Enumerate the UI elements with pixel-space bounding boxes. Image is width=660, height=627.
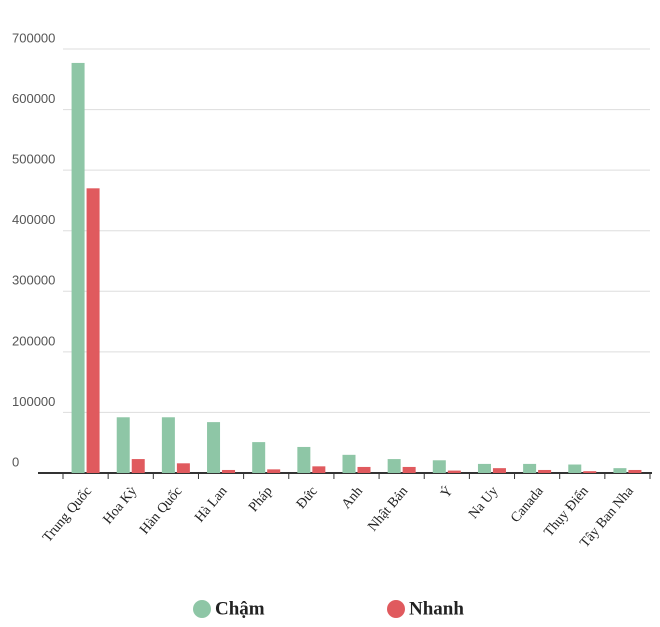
x-tick-label: Canada	[508, 483, 547, 525]
x-tick-label: Hàn Quốc	[137, 484, 185, 537]
y-tick-label: 300000	[12, 273, 55, 288]
x-tick-label: Đức	[294, 484, 321, 512]
x-tick-label: Trung Quốc	[40, 484, 95, 545]
x-tick-label: Thụy Điển	[542, 484, 592, 540]
y-tick-label: 200000	[12, 333, 55, 348]
bar	[583, 471, 597, 473]
x-tick-label: Na Uy	[466, 484, 501, 522]
bar	[297, 446, 311, 473]
bar	[86, 188, 100, 474]
x-tick-label: Anh	[339, 484, 366, 512]
x-tick-label: Ý	[437, 483, 457, 502]
bar	[492, 468, 506, 473]
bar	[357, 466, 371, 473]
bar	[387, 459, 401, 473]
legend-marker	[193, 600, 211, 618]
legend-label: Nhanh	[409, 598, 464, 619]
bar	[207, 422, 221, 473]
x-tick-label: Nhật Bản	[365, 484, 411, 534]
bar	[222, 469, 236, 473]
x-tick-label: Hoa Kỳ	[101, 484, 141, 527]
x-tick-label: Pháp	[246, 484, 275, 515]
y-tick-label: 600000	[12, 91, 55, 106]
bar	[267, 469, 281, 473]
y-tick-label: 700000	[12, 30, 55, 45]
legend-label: Chậm	[215, 598, 265, 619]
bar	[252, 442, 266, 473]
bar	[432, 460, 446, 473]
bar	[116, 417, 130, 473]
y-tick-label: 500000	[12, 152, 55, 167]
bar	[447, 470, 461, 473]
legend-marker	[387, 600, 405, 618]
bar	[628, 469, 642, 473]
bar	[477, 463, 491, 473]
bar	[402, 466, 416, 473]
bar	[538, 469, 552, 473]
y-tick-label: 400000	[12, 212, 55, 227]
bar	[523, 463, 537, 473]
y-tick-label: 100000	[12, 394, 55, 409]
y-tick-label: 0	[12, 454, 19, 469]
x-tick-label: Hà Lan	[192, 484, 230, 526]
bar	[131, 459, 145, 473]
bar	[71, 62, 85, 473]
bar	[161, 417, 175, 473]
bar	[613, 468, 627, 473]
bar	[342, 454, 356, 473]
bar	[176, 463, 190, 473]
bar	[568, 464, 582, 473]
bar	[312, 466, 326, 473]
